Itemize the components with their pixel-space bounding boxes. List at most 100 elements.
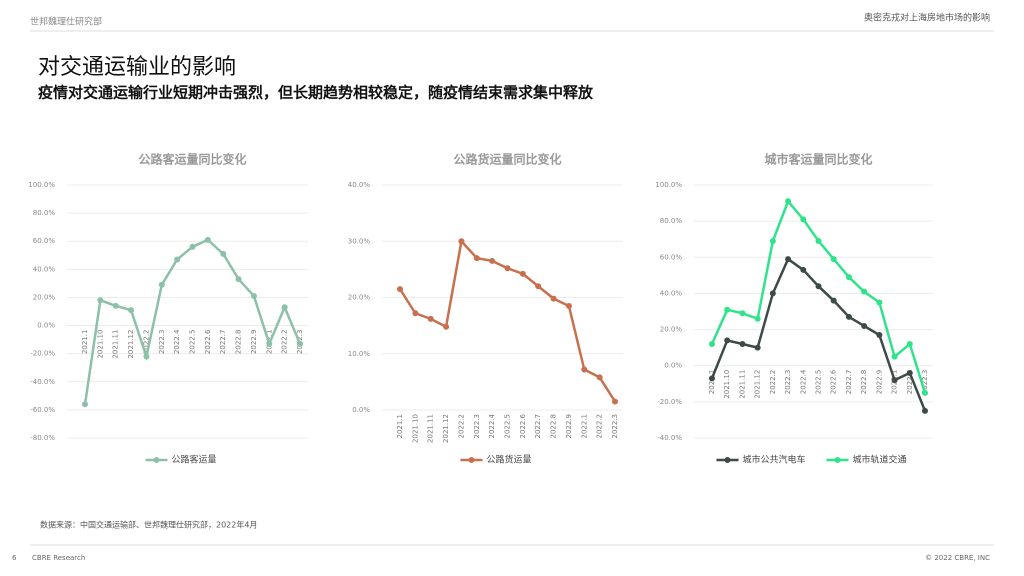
source: 数据来源：中国交通运输部、世邦魏理仕研究部，2022年4月 — [40, 520, 257, 530]
x-tick-label: 2022.3 — [611, 414, 619, 439]
x-tick-label: 2022.4 — [173, 329, 181, 354]
point — [724, 306, 731, 313]
y-tick-label: -20.0% — [657, 398, 682, 406]
point — [724, 337, 731, 344]
point — [519, 270, 526, 277]
x-tick-label: 2021.1 — [396, 414, 404, 439]
y-tick-label: 60.0% — [33, 237, 56, 245]
y-tick-label: 40.0% — [348, 181, 371, 189]
point — [830, 297, 837, 304]
y-tick-label: 20.0% — [33, 293, 56, 301]
x-tick-label: 2022.8 — [550, 414, 558, 439]
point — [143, 353, 150, 360]
org: 世邦魏理仕研究部 — [30, 16, 102, 28]
point — [596, 374, 603, 381]
point — [861, 288, 868, 295]
legend-label: 公路货运量 — [487, 454, 532, 466]
x-tick-label: 2021.1 — [708, 370, 716, 395]
point — [550, 295, 557, 302]
x-tick-label: 2022.2 — [281, 330, 289, 355]
x-tick-label: 2021.10 — [411, 414, 419, 443]
point — [709, 341, 715, 348]
chart-title: 公路货运量同比变化 — [453, 152, 561, 167]
point — [754, 344, 761, 351]
x-tick-label: 2022.7 — [219, 330, 227, 355]
series-line — [710, 198, 927, 394]
y-tick-label: 100.0% — [655, 181, 682, 189]
point — [785, 198, 792, 205]
point — [397, 286, 403, 293]
point — [266, 340, 273, 347]
point — [845, 313, 852, 320]
y-tick-label: 0.0% — [37, 322, 55, 330]
point — [906, 341, 913, 348]
y-tick-label: -40.0% — [657, 434, 682, 442]
point — [739, 341, 746, 348]
y-tick-label: -40.0% — [30, 378, 55, 386]
x-tick-label: 2022.2 — [457, 414, 465, 439]
x-tick-label: 2022.5 — [815, 370, 823, 395]
chart-title: 公路客运量同比变化 — [138, 152, 246, 167]
point — [412, 310, 419, 317]
chart-title: 城市客运量同比变化 — [764, 152, 872, 167]
x-tick-label: 2022.2 — [596, 414, 604, 439]
x-tick-label: 2022.8 — [235, 330, 243, 355]
x-tick-label: 2022.4 — [799, 369, 807, 394]
legend-marker — [724, 457, 731, 463]
x-tick-label: 2022.3 — [921, 370, 929, 395]
point — [739, 310, 746, 317]
x-tick-label: 2022.3 — [473, 414, 481, 439]
x-tick-label: 2022.9 — [875, 370, 883, 395]
point — [861, 322, 868, 329]
point — [97, 297, 104, 304]
point — [535, 283, 542, 290]
legend-marker — [468, 457, 475, 463]
x-tick-label: 2022.2 — [142, 330, 150, 355]
point — [830, 256, 837, 263]
x-tick-label: 2021.10 — [723, 370, 731, 399]
brand: CBRE Research — [32, 554, 85, 562]
x-tick-label: 2022.6 — [830, 369, 838, 394]
point — [769, 290, 776, 297]
legend-label: 公路客运量 — [172, 454, 217, 466]
point — [845, 274, 852, 281]
point — [612, 398, 618, 405]
legend-marker — [153, 457, 160, 463]
point — [112, 302, 119, 309]
x-tick-label: 2022.5 — [504, 414, 512, 439]
x-tick-label: 2022.3 — [784, 370, 792, 395]
x-tick-label: 2022.4 — [488, 413, 496, 438]
point — [235, 276, 242, 283]
point — [815, 238, 822, 245]
x-tick-label: 2022.8 — [860, 370, 868, 395]
y-tick-label: 60.0% — [660, 253, 683, 261]
y-tick-label: 0.0% — [352, 406, 370, 414]
y-tick-label: -20.0% — [30, 350, 55, 358]
point — [82, 401, 88, 408]
x-tick-label: 2021.11 — [738, 370, 746, 399]
point — [800, 216, 807, 223]
y-tick-label: -80.0% — [30, 434, 55, 442]
legend-label: 城市公共汽电车 — [743, 454, 806, 466]
point — [581, 366, 588, 373]
y-tick-label: 30.0% — [348, 237, 371, 245]
x-tick-label: 2022.7 — [534, 414, 542, 439]
x-tick-label: 2021.12 — [754, 370, 762, 399]
legend-label: 城市轨道交通 — [853, 454, 907, 466]
x-tick-label: 2022.7 — [845, 370, 853, 395]
point — [458, 238, 465, 245]
x-tick-label: 2022.9 — [565, 414, 573, 439]
x-tick-label: 2021.12 — [127, 330, 135, 359]
slide-subtitle: 疫情对交通运输行业短期冲击强烈，但长期趋势相较稳定，随疫情结束需求集中释放 — [38, 84, 594, 102]
point — [158, 281, 165, 288]
point — [876, 331, 883, 338]
point — [473, 255, 480, 262]
point — [443, 323, 450, 330]
point — [800, 266, 807, 273]
legend-marker — [834, 457, 841, 463]
x-tick-label: 2021.1 — [81, 330, 89, 355]
point — [204, 236, 211, 243]
point — [281, 304, 288, 311]
y-tick-label: 80.0% — [33, 209, 56, 217]
